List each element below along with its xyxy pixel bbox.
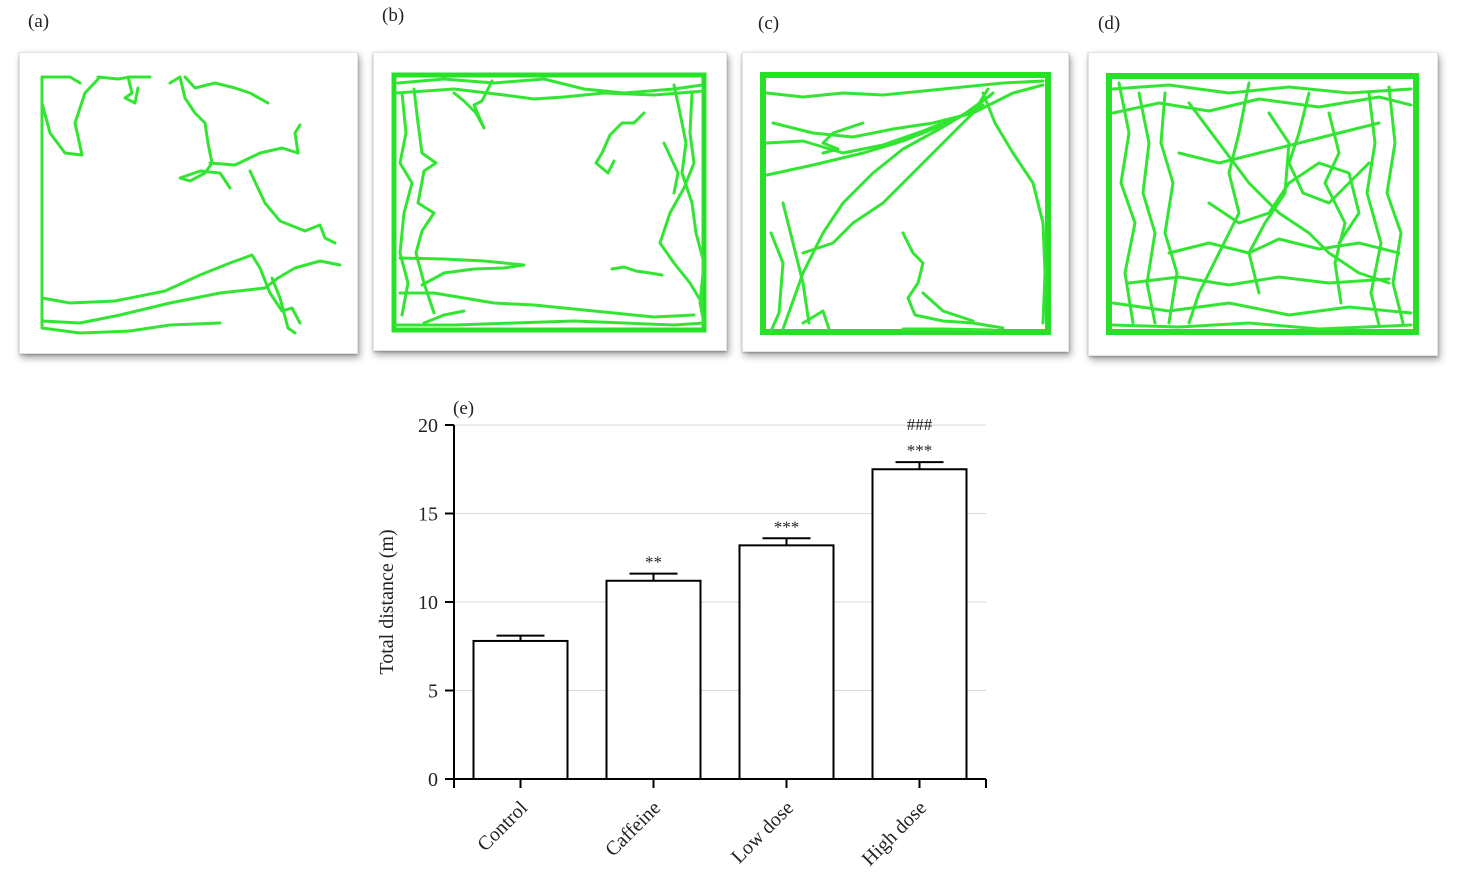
x-tick-label-3: High dose bbox=[858, 797, 931, 870]
y-tick-label-3: 15 bbox=[418, 504, 438, 526]
y-axis-label: Total distance (m) bbox=[376, 529, 398, 674]
y-tick-label-4: 20 bbox=[418, 415, 438, 437]
significance-label-1: ** bbox=[645, 553, 662, 572]
track-image-d bbox=[1088, 52, 1438, 356]
significance-label-3: *** bbox=[907, 441, 933, 460]
significance-label-second-3: ### bbox=[907, 415, 933, 434]
y-tick-label-1: 5 bbox=[428, 681, 438, 703]
significance-label-2: *** bbox=[774, 517, 800, 536]
bar-1 bbox=[605, 579, 702, 781]
x-tick-label-2: Low dose bbox=[727, 797, 798, 868]
track-image-c bbox=[742, 52, 1069, 352]
panel-label-d: (d) bbox=[1098, 13, 1121, 34]
bars: ********### bbox=[472, 415, 968, 781]
bar-2 bbox=[738, 544, 835, 780]
panel-label-b: (b) bbox=[382, 5, 405, 26]
bar-3 bbox=[871, 468, 968, 780]
y-tick-label-0: 0 bbox=[428, 769, 438, 791]
track-image-a bbox=[19, 52, 358, 354]
panel-label-c: (c) bbox=[758, 13, 780, 34]
bar-0 bbox=[472, 639, 569, 780]
x-tick-label-1: Caffeine bbox=[601, 797, 665, 861]
chart-panel-label: (e) bbox=[453, 398, 474, 419]
panel-label-a: (a) bbox=[28, 11, 50, 32]
x-tick-label-0: Control bbox=[473, 797, 532, 856]
y-tick-label-2: 10 bbox=[418, 592, 438, 614]
track-image-b bbox=[373, 52, 727, 351]
